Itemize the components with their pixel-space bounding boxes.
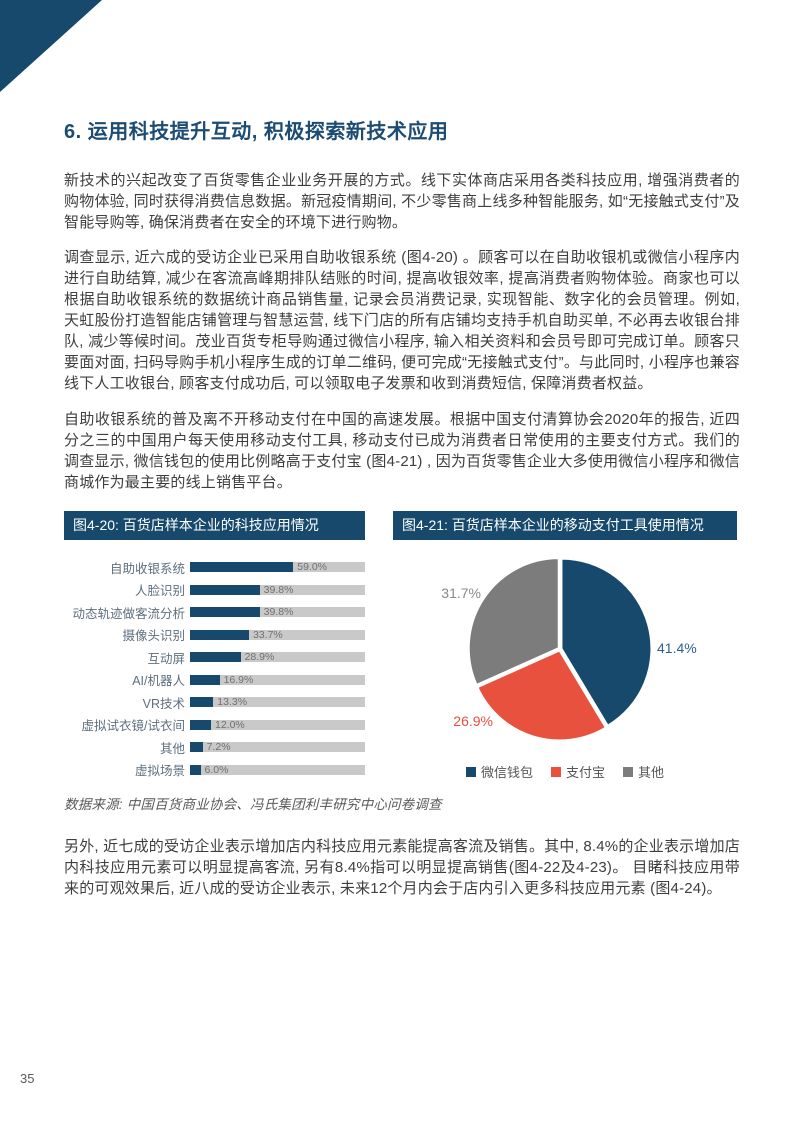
tech-bar-chart: 自助收银系统 59.0% 人脸识别 39.8% 动态轨迹做客流分析 39.8% 摄像头识别 3…: [64, 556, 365, 781]
bar-row: 自助收银系统 59.0%: [64, 556, 365, 579]
bar-category-label: 动态轨迹做客流分析: [72, 606, 185, 621]
bar-row: 其他 7.2%: [64, 736, 365, 759]
legend-swatch-icon: [465, 766, 476, 777]
bar-row: 虚拟试衣镜/试衣间 12.0%: [64, 714, 365, 737]
bar-value-label: 39.8%: [263, 606, 294, 619]
bar-value-label: 13.3%: [217, 696, 248, 709]
bar-track: 59.0%: [190, 561, 365, 574]
figure-4-20: 图4-20: 百货店样本企业的科技应用情况 自助收银系统 59.0% 人脸识别 39.…: [64, 511, 365, 781]
bar-value-label: 33.7%: [252, 628, 283, 641]
bar-track: 12.0%: [190, 718, 365, 731]
bar-fill: [190, 697, 214, 708]
bar-track: 6.0%: [190, 763, 365, 776]
source-note: 数据来源: 中国百货商业协会、冯氏集团利丰研究中心问卷调查: [64, 797, 442, 812]
bar-row: 人脸识别 39.8%: [64, 579, 365, 602]
bar-fill: [190, 607, 260, 618]
bar-fill: [190, 629, 249, 640]
bar-category-label: 虚拟场景: [134, 764, 185, 779]
bar-track: 39.8%: [190, 606, 365, 619]
payment-pie-chart-svg: 41.4% 26.9% 31.7%: [441, 557, 697, 742]
bar-track: 13.3%: [190, 696, 365, 709]
pie-value-label-2: 31.7%: [441, 585, 481, 601]
legend-label: 支付宝: [565, 765, 605, 780]
bar-row: VR技术 13.3%: [64, 691, 365, 714]
bar-category-label: AI/机器人: [132, 674, 185, 689]
bar-category-label: VR技术: [142, 696, 185, 711]
legend-item: 微信钱包: [465, 762, 533, 781]
bar-row: 互动屏 28.9%: [64, 646, 365, 669]
bar-row: AI/机器人 16.9%: [64, 669, 365, 692]
bar-value-label: 12.0%: [215, 718, 245, 731]
pie-slice-1: [476, 649, 608, 742]
legend-label: 微信钱包: [480, 765, 533, 780]
figures-row: 图4-20: 百货店样本企业的科技应用情况 自助收银系统 59.0% 人脸识别 39.…: [64, 511, 740, 781]
closing-paragraph: 另外, 近七成的受访企业表示增加店内科技应用元素能提高客流及销售。其中, 8.4…: [64, 838, 740, 897]
bar-row: 虚拟场景 6.0%: [64, 759, 365, 782]
body-paragraph-2: 调查显示, 近六成的受访企业已采用自助收银系统 (图4-20) 。顾客可以在自助…: [64, 249, 740, 392]
bar-track: 7.2%: [190, 741, 365, 754]
bar-fill: [190, 562, 294, 573]
bar-row: 摄像头识别 33.7%: [64, 624, 365, 647]
pie-slice-2: [467, 557, 560, 687]
section-heading: 6. 运用科技提升互动, 积极探索新技术应用: [64, 121, 449, 143]
bar-category-label: 虚拟试衣镜/试衣间: [81, 719, 185, 734]
bar-value-label: 59.0%: [297, 561, 328, 574]
legend-label: 其他: [638, 765, 665, 780]
pie-legend: 微信钱包 支付宝 其他: [393, 762, 737, 781]
bar-value-label: 7.2%: [206, 741, 231, 754]
bar-fill: [190, 719, 211, 730]
page-number: 35: [20, 1071, 35, 1086]
figure-4-21: 图4-21: 百货店样本企业的移动支付工具使用情况 41.4% 26.9% 31.7…: [393, 511, 737, 781]
page-corner-decoration: [0, 0, 102, 92]
pie-value-label-0: 41.4%: [657, 640, 697, 656]
bar-track: 33.7%: [190, 628, 365, 641]
bar-category-label: 互动屏: [147, 651, 185, 666]
bar-category-label: 摄像头识别: [122, 629, 185, 644]
bar-fill: [190, 764, 201, 775]
legend-swatch-icon: [623, 766, 633, 777]
bar-value-label: 39.8%: [263, 583, 294, 596]
bar-fill: [190, 742, 203, 753]
legend-swatch-icon: [550, 766, 561, 777]
bar-fill: [190, 584, 260, 595]
legend-item: 其他: [623, 762, 664, 781]
bar-fill: [190, 674, 220, 685]
legend-item: 支付宝: [550, 762, 605, 781]
bar-row: 动态轨迹做客流分析 39.8%: [64, 601, 365, 624]
figure-4-21-header: 图4-21: 百货店样本企业的移动支付工具使用情况: [393, 511, 737, 540]
bar-value-label: 6.0%: [204, 763, 229, 776]
bar-value-label: 16.9%: [223, 673, 254, 686]
bar-track: 39.8%: [190, 583, 365, 596]
body-paragraph-3: 自助收银系统的普及离不开移动支付在中国的高速发展。根据中国支付清算协会2020年…: [64, 411, 740, 491]
payment-pie-chart: 41.4% 26.9% 31.7% 微信钱包 支付宝 其他: [393, 550, 737, 781]
bar-fill: [190, 652, 241, 663]
pie-slice-0: [560, 557, 653, 728]
bar-category-label: 自助收银系统: [109, 561, 185, 576]
figure-4-20-header: 图4-20: 百货店样本企业的科技应用情况: [64, 511, 365, 540]
body-paragraph-1: 新技术的兴起改变了百货零售企业业务开展的方式。线下实体商店采用各类科技应用, 增…: [64, 172, 740, 231]
bar-track: 28.9%: [190, 651, 365, 664]
bar-track: 16.9%: [190, 673, 365, 686]
bar-category-label: 其他: [159, 741, 185, 756]
bar-category-label: 人脸识别: [134, 584, 185, 599]
bar-value-label: 28.9%: [244, 651, 275, 664]
page-content: 6. 运用科技提升互动, 积极探索新技术应用 新技术的兴起改变了百货零售企业业务…: [64, 0, 740, 899]
pie-value-label-1: 26.9%: [453, 713, 493, 729]
